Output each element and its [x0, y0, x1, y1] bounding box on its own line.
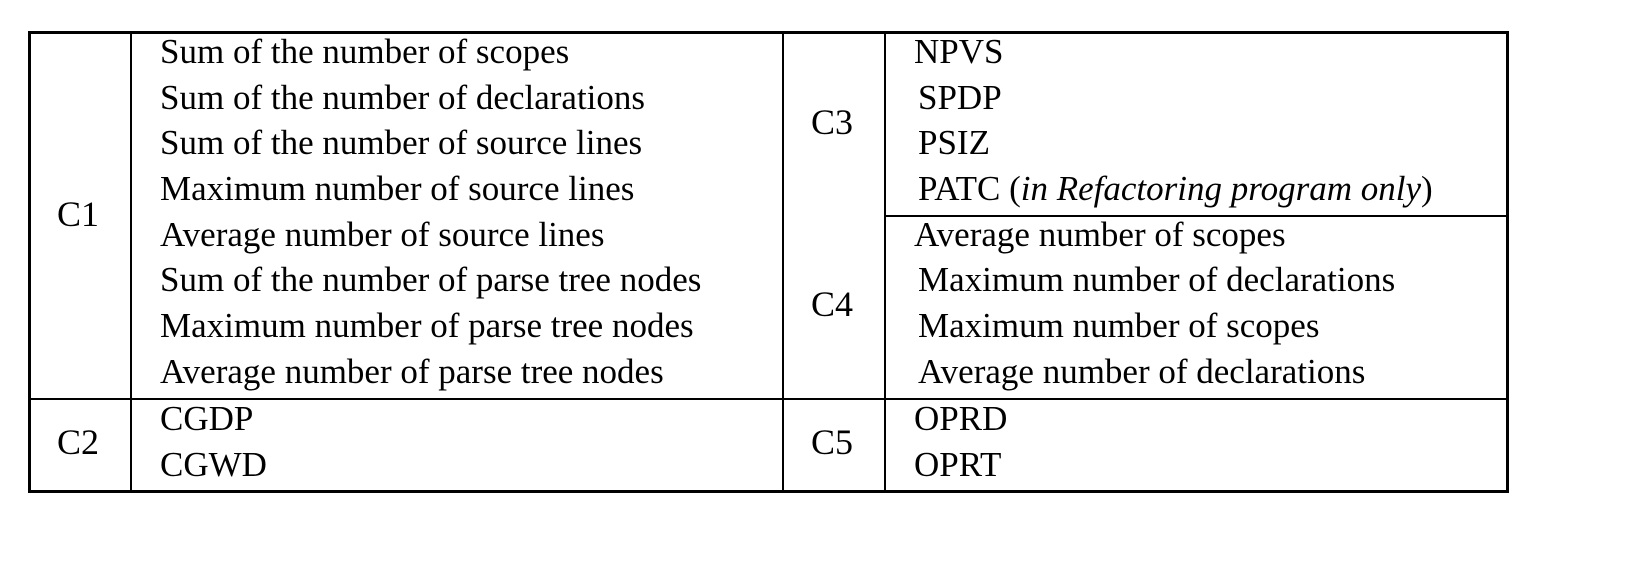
group-label-c2: C2 [57, 422, 100, 462]
divider-center [782, 31, 784, 493]
group-label-c4: C4 [811, 284, 854, 324]
metrics-table [28, 31, 1509, 493]
c4-item: Average number of declarations [918, 352, 1366, 391]
group-label-c5: C5 [811, 422, 854, 462]
group-label-c1: C1 [57, 194, 100, 234]
patc-close-paren: ) [1420, 169, 1433, 208]
c2-item: CGWD [160, 445, 267, 484]
c2-item: CGDP [160, 399, 254, 438]
divider-c3-c4 [884, 215, 1509, 217]
c1-item: Maximum number of source lines [160, 169, 635, 208]
c1-item: Average number of parse tree nodes [160, 352, 664, 391]
c3-item-patc: PATC (in Refactoring program only) [918, 166, 1433, 212]
c4-item: Maximum number of scopes [918, 306, 1320, 345]
c5-item: OPRT [914, 445, 1002, 484]
group-label-c3: C3 [811, 102, 854, 142]
patc-open-paren: ( [1000, 169, 1021, 208]
divider-c1-label [130, 31, 132, 493]
divider-row-bottom [28, 398, 1509, 400]
c4-item: Maximum number of declarations [918, 260, 1396, 299]
patc-note: in Refactoring program only [1020, 169, 1421, 208]
c1-item: Sum of the number of source lines [160, 123, 643, 162]
c1-item: Sum of the number of parse tree nodes [160, 260, 702, 299]
c4-item: Average number of scopes [914, 215, 1286, 254]
c3-item: NPVS [914, 32, 1004, 71]
c1-item: Sum of the number of declarations [160, 78, 646, 117]
c1-item: Sum of the number of scopes [160, 32, 570, 71]
patc-name: PATC [918, 169, 1001, 208]
c3-item: SPDP [918, 78, 1002, 117]
c5-item: OPRD [914, 399, 1008, 438]
c3-item: PSIZ [918, 123, 990, 162]
c1-item: Maximum number of parse tree nodes [160, 306, 694, 345]
divider-c3-label [884, 31, 886, 493]
c1-item: Average number of source lines [160, 215, 605, 254]
